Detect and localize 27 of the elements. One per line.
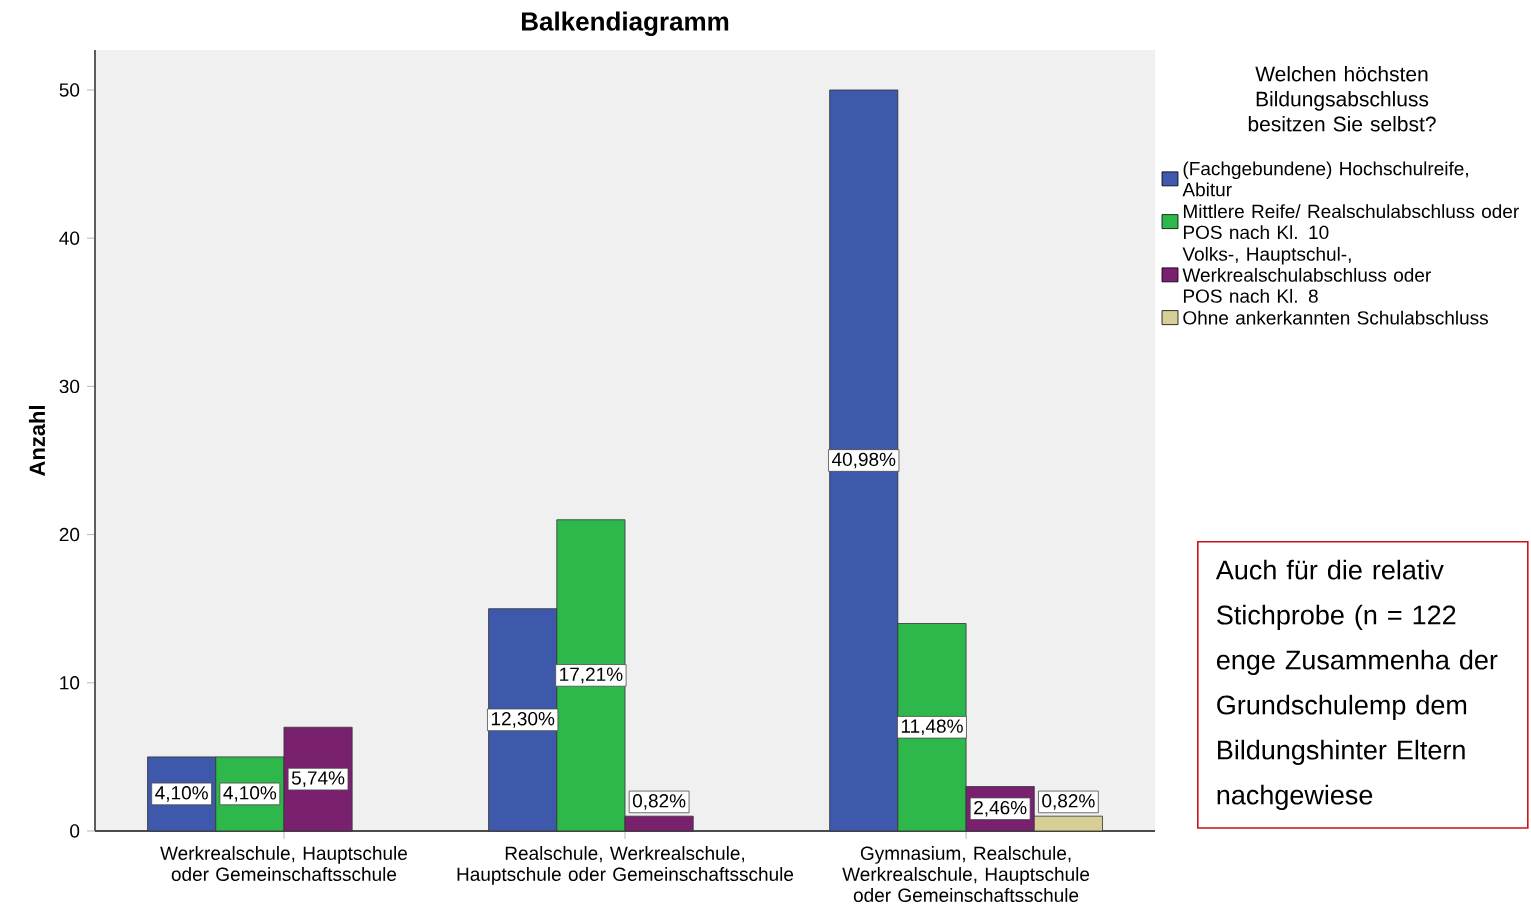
y-tick-label: 40 bbox=[59, 231, 80, 245]
legend-label: Ohne ankerkannten Schulabschluss bbox=[1183, 310, 1488, 325]
legend-label: (Fachgebundene) Hochschulreife, Abitur bbox=[1182, 161, 1468, 197]
chart-title: Balkendiagramm bbox=[521, 11, 729, 36]
legend-label: Mittlere Reife/ Realschulabschluss oder POS nach Kl. 10 bbox=[1183, 204, 1519, 240]
text: Auch für die relativ Stichprobe (n = 122 enge Zusammenha der Grundschulemp dem Bildungshinter Eltern nachgewiese bbox=[1215, 559, 1498, 810]
annotation: 4,10% bbox=[155, 786, 208, 802]
y-tick-label: 0 bbox=[70, 824, 80, 838]
y-tick-label: 20 bbox=[59, 527, 80, 542]
annotation: 40,98% bbox=[831, 452, 896, 469]
annotation: 0,82% bbox=[1042, 794, 1095, 810]
annotation: 2,46% bbox=[974, 800, 1027, 817]
y-tick-label: 30 bbox=[59, 379, 80, 394]
legend-label: Volks-, Hauptschul-, Werkrealschulabschluss oder POS nach Kl. 8 bbox=[1182, 246, 1431, 303]
x-tick-label: Realschule, Werkrealschule, Hauptschule oder Gemeinschaftsschule bbox=[457, 846, 794, 885]
annotation: 11,48% bbox=[901, 719, 963, 736]
legend-title: Welchen höchsten Bildungsabschluss besitzen Sie selbst? bbox=[1248, 66, 1436, 132]
annotation: 4,10% bbox=[223, 786, 277, 802]
x-tick-label: Werkrealschule, Hauptschule oder Gemeinschaftsschule bbox=[160, 846, 407, 882]
annotation: 12,30% bbox=[491, 711, 555, 728]
y-axis-title: Anzahl bbox=[28, 405, 46, 476]
y-tick-label: 10 bbox=[60, 676, 80, 690]
y-tick-label: 50 bbox=[59, 83, 80, 97]
annotation: 5,74% bbox=[291, 771, 345, 787]
x-tick-label: Gymnasium, Realschule, Werkrealschule, Hauptschule oder Gemeinschaftsschule bbox=[842, 846, 1090, 903]
annotation: 17,21% bbox=[560, 667, 623, 684]
annotation: 0,82% bbox=[632, 794, 686, 810]
